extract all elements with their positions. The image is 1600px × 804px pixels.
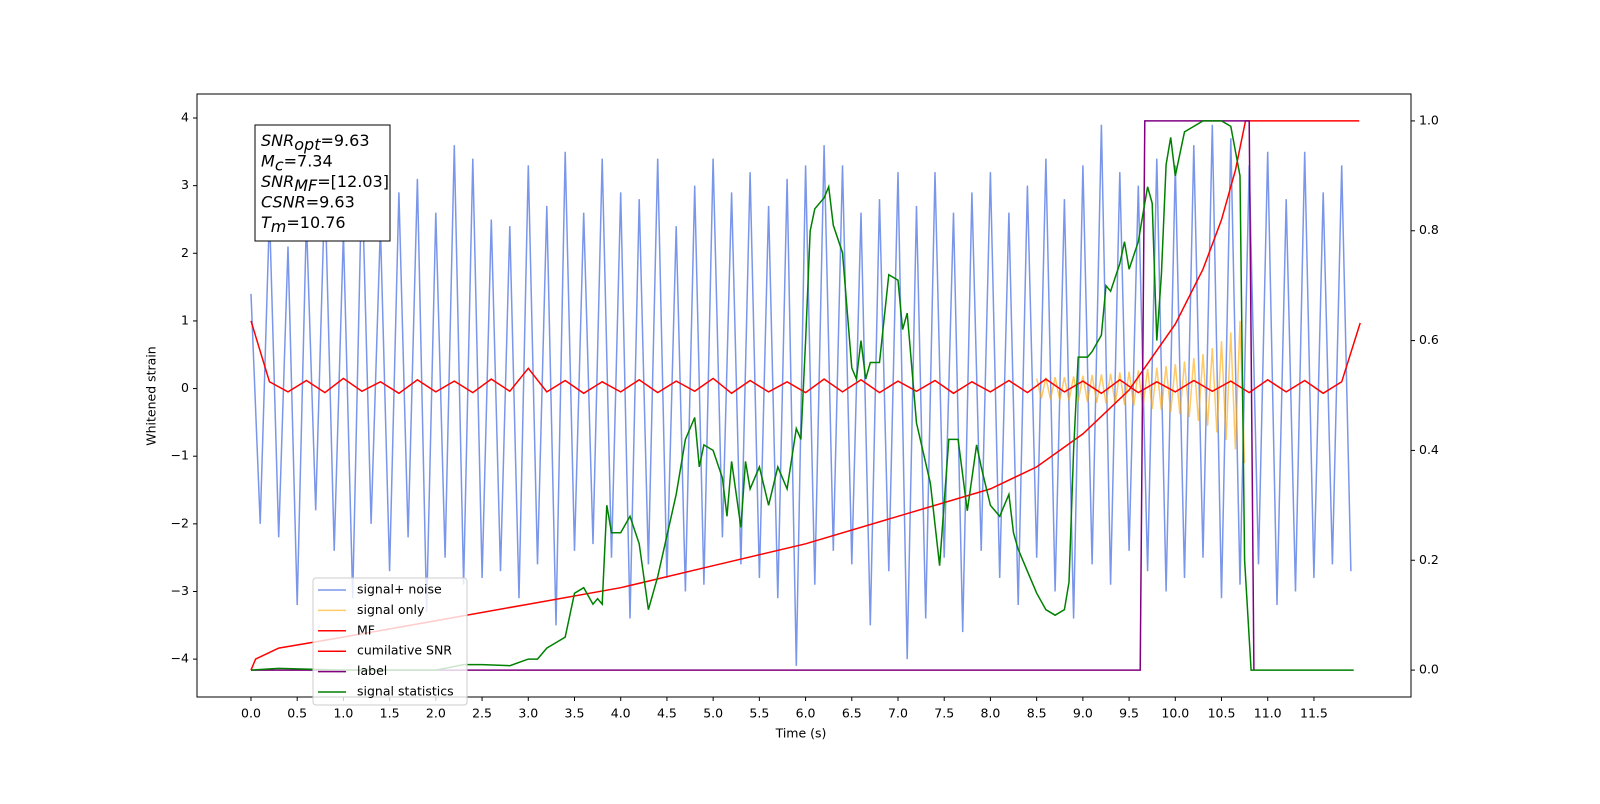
x-tick-label: 5.5	[749, 706, 769, 721]
annotation-line: CSNR=9.63	[261, 192, 355, 211]
y-tick-label: 2	[181, 245, 189, 260]
legend-label: cumilative SNR	[357, 643, 452, 658]
y2-tick-label: 1.0	[1419, 112, 1439, 127]
annotation-value: =10.76	[286, 213, 345, 232]
x-tick-label: 4.5	[657, 706, 677, 721]
x-tick-label: 3.5	[565, 706, 585, 721]
annotation-box	[254, 124, 391, 242]
legend: signal+ noise signal only MF cumilative SNR…	[312, 577, 468, 706]
annotation-symbol: T	[261, 213, 272, 232]
legend-box	[312, 577, 468, 706]
y-tick-label: −3	[171, 583, 189, 598]
y2-tick-label: 0.8	[1419, 222, 1439, 237]
x-tick-label: 8.5	[1027, 706, 1047, 721]
annotation-line: SNRMF=[12.03]	[261, 172, 389, 195]
x-tick-label: 7.0	[888, 706, 908, 721]
x-tick-label: 2.0	[426, 706, 446, 721]
annotation-subscript: m	[271, 217, 287, 236]
annotation-subscript: c	[275, 155, 284, 174]
y2-tick-label: 0.2	[1419, 552, 1439, 567]
annotation-line: Mc=7.34	[261, 151, 333, 174]
y-tick-label: −4	[171, 651, 189, 666]
x-tick-label: 1.5	[380, 706, 400, 721]
x-tick-label: 7.5	[934, 706, 954, 721]
x-tick-label: 9.5	[1119, 706, 1139, 721]
annotation-value: =[12.03]	[317, 172, 389, 191]
annotation-subscript: opt	[294, 135, 321, 154]
x-tick-label: 0.5	[287, 706, 307, 721]
annotation-symbol: SNR	[261, 172, 294, 191]
x-tick-label: 10.0	[1161, 706, 1189, 721]
y-tick-label: 3	[181, 177, 189, 192]
x-tick-label: 2.5	[472, 706, 492, 721]
x-tick-label: 4.0	[611, 706, 631, 721]
series-line	[250, 124, 1352, 666]
x-tick-label: 6.5	[842, 706, 862, 721]
x-tick-label: 8.0	[980, 706, 1000, 721]
series-line	[251, 120, 1255, 671]
annotation-line: Tm=10.76	[261, 213, 346, 236]
y-tick-label: 1	[181, 312, 189, 327]
y2-tick-label: 0.4	[1419, 442, 1439, 457]
y-tick-label: 4	[181, 110, 189, 125]
legend-label: signal only	[357, 602, 425, 617]
x-tick-label: 3.0	[518, 706, 538, 721]
x-tick-label: 5.0	[703, 706, 723, 721]
annotation-symbol: M	[261, 151, 275, 170]
annotation-value: =9.63	[320, 131, 369, 150]
y-tick-label: −1	[171, 448, 189, 463]
x-axis-label: Time (s)	[775, 726, 827, 741]
y-tick-label: −2	[171, 515, 189, 530]
x-tick-label: 10.5	[1208, 706, 1236, 721]
x-tick-label: 9.0	[1073, 706, 1093, 721]
annotation-subscript: MF	[294, 176, 318, 195]
plot-frame	[196, 93, 1412, 698]
x-tick-label: 6.0	[796, 706, 816, 721]
y2-tick-label: 0.6	[1419, 332, 1439, 347]
legend-label: MF	[357, 622, 375, 637]
series-line	[250, 320, 1361, 395]
annotation-symbol: SNR	[261, 131, 294, 150]
y-axis-label: Whitened strain	[144, 346, 159, 445]
y2-tick-label: 0.0	[1419, 662, 1439, 677]
x-tick-label: 11.0	[1254, 706, 1282, 721]
y-tick-label: 0	[181, 380, 189, 395]
annotation-value: =9.63	[306, 192, 355, 211]
x-tick-label: 11.5	[1300, 706, 1328, 721]
legend-label: signal statistics	[357, 684, 454, 699]
series-line	[250, 120, 1354, 671]
annotation-line: SNRopt=9.63	[261, 131, 370, 154]
legend-label: label	[357, 663, 387, 678]
annotation: SNRopt=9.63Mc=7.34SNRMF=[12.03]CSNR=9.63…	[254, 124, 391, 242]
annotation-symbol: CSNR	[261, 192, 306, 211]
x-tick-label: 1.0	[333, 706, 353, 721]
annotation-value: =7.34	[284, 151, 333, 170]
legend-label: signal+ noise	[357, 582, 442, 597]
x-tick-label: 0.0	[241, 706, 261, 721]
